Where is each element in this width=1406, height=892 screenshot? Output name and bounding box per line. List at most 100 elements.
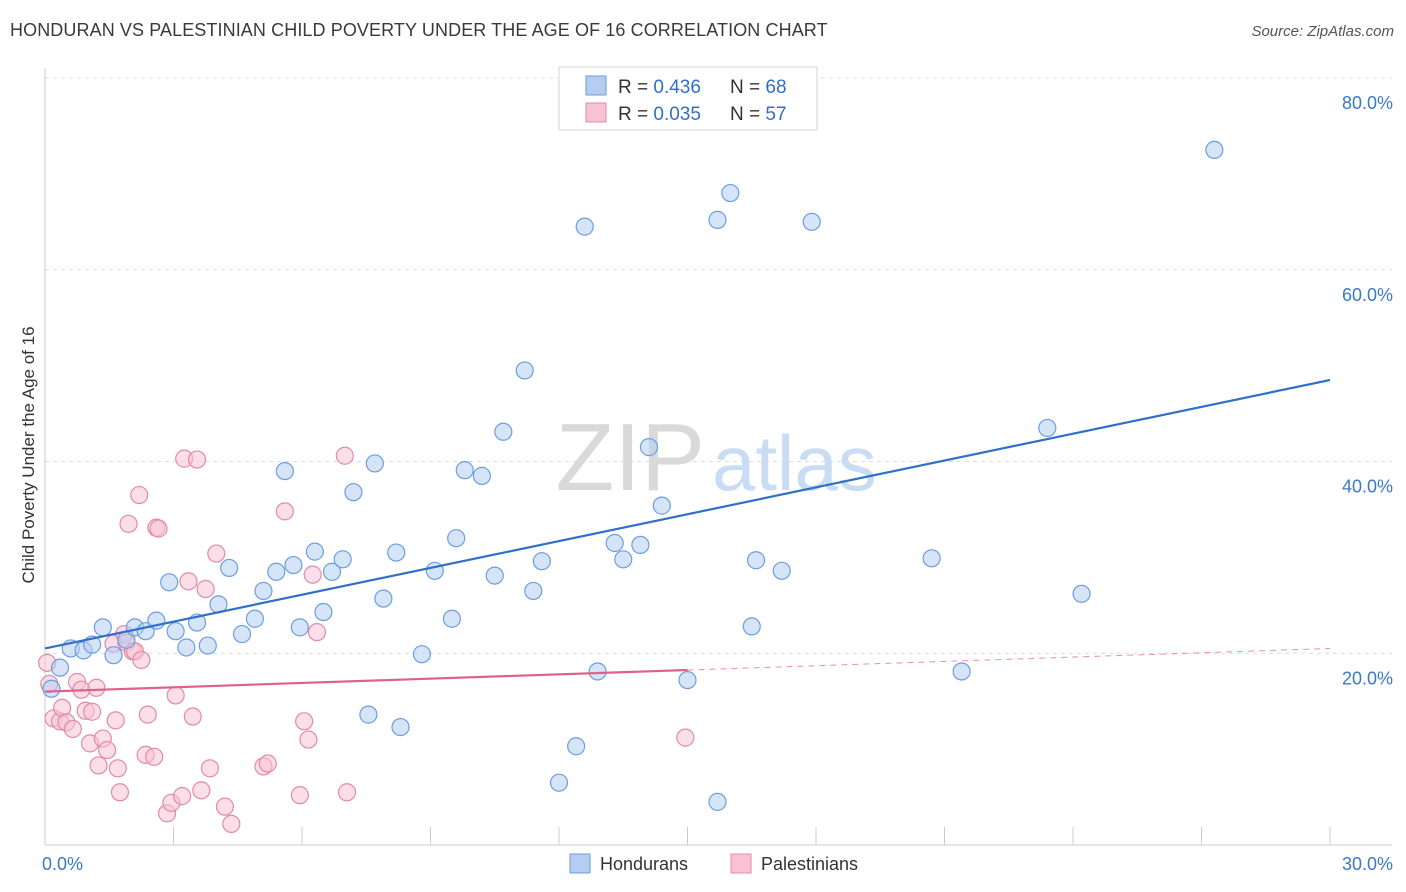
svg-text:N = 68: N = 68 — [730, 77, 787, 98]
hondurans-point-30 — [365, 454, 384, 473]
hondurans-point-25 — [314, 602, 333, 622]
legend-swatch-hondurans — [585, 75, 607, 96]
hondurans-point-37 — [447, 529, 466, 548]
hondurans-point-41 — [494, 422, 513, 441]
hondurans-point-4 — [93, 618, 112, 637]
hondurans-point-17 — [232, 624, 252, 644]
hondurans-point-47 — [575, 217, 594, 236]
hondurans-point-57 — [721, 183, 740, 203]
palestinians-trend-line — [44, 668, 688, 693]
hondurans-point-56 — [708, 792, 727, 811]
hondurans-point-22 — [284, 555, 303, 575]
hondurans-point-19 — [254, 581, 273, 601]
palestinians-point-42 — [207, 544, 226, 563]
y-axis-label: Child Poverty Under the Age of 16 — [19, 326, 38, 583]
legend-n-value-1: 68 — [765, 77, 786, 98]
palestinians-point-12 — [89, 756, 108, 775]
gridlines — [45, 77, 1392, 654]
hondurans-point-49 — [605, 533, 624, 553]
palestinians-point-43 — [215, 797, 234, 816]
hondurans-point-64 — [1038, 418, 1057, 438]
hondurans-point-18 — [245, 609, 264, 628]
hondurans-point-20 — [267, 562, 286, 581]
palestinians-point-52 — [307, 623, 327, 642]
palestinians-point-40 — [196, 579, 215, 599]
hondurans-point-21 — [275, 461, 294, 481]
palestinians-point-14 — [98, 740, 117, 760]
hondurans-point-43 — [524, 581, 543, 601]
legend-r-value-1: 0.436 — [653, 77, 701, 98]
palestinians-point-39 — [192, 781, 211, 800]
hondurans-point-52 — [639, 438, 659, 457]
hondurans-point-38 — [455, 461, 474, 480]
palestinians-point-34 — [172, 787, 192, 806]
svg-text:R = 0.436: R = 0.436 — [618, 77, 701, 98]
hondurans-point-29 — [359, 705, 378, 724]
hondurans-point-36 — [442, 609, 462, 628]
chart-title: HONDURAN VS PALESTINIAN CHILD POVERTY UN… — [10, 20, 828, 40]
chart-source: Source: ZipAtlas.com — [1251, 23, 1394, 40]
palestinians-point-17 — [108, 759, 127, 778]
hondurans-point-27 — [333, 550, 352, 569]
legend-label-hondurans: Hondurans — [600, 854, 688, 874]
x-tick-label-max: 30.0% — [1342, 854, 1393, 874]
hondurans-point-31 — [374, 589, 393, 608]
legend-bottom-swatch-palestinians — [730, 853, 752, 874]
palestinians-point-5 — [63, 719, 82, 739]
palestinians-point-11 — [87, 678, 106, 697]
palestinians-point-51 — [303, 565, 322, 584]
palestinians-point-24 — [130, 485, 149, 505]
hondurans-point-16 — [220, 558, 239, 578]
hondurans-point-12 — [177, 638, 196, 657]
legend-swatch-palestinians — [585, 102, 607, 123]
hondurans-point-63 — [952, 662, 971, 681]
hondurans-point-24 — [305, 542, 324, 561]
palestinians-point-48 — [290, 786, 309, 805]
hondurans-point-55 — [708, 210, 727, 229]
legend-series: Hondurans Palestinians — [569, 853, 858, 874]
hondurans-point-14 — [198, 636, 217, 655]
hondurans-point-42 — [515, 361, 534, 380]
hondurans-point-33 — [391, 717, 410, 737]
y-tick-label-60: 60.0% — [1342, 285, 1393, 305]
legend-r-label-1: R = — [618, 77, 653, 98]
palestinians-point-53 — [335, 446, 354, 465]
hondurans-point-32 — [387, 543, 406, 562]
palestinians-point-33 — [166, 686, 185, 705]
x-tick-labels: 0.0% 30.0% — [42, 854, 1393, 874]
legend-n-label-2: N = — [730, 104, 765, 125]
y-tick-label-40: 40.0% — [1342, 477, 1393, 497]
palestinians-point-44 — [222, 814, 241, 834]
y-tick-label-80: 80.0% — [1342, 93, 1393, 113]
watermark: ZIP atlas — [556, 404, 877, 511]
legend-r-value-2: 0.035 — [653, 104, 701, 125]
legend-label-palestinians: Palestinians — [761, 854, 858, 874]
palestinians-point-36 — [179, 572, 198, 591]
hondurans-point-50 — [614, 550, 633, 569]
hondurans-point-40 — [485, 566, 504, 585]
palestinians-point-30 — [149, 519, 168, 538]
legend-r-label-2: R = — [618, 104, 653, 125]
palestinians-point-49 — [295, 712, 314, 731]
watermark-atlas: atlas — [712, 419, 877, 507]
y-tick-label-20: 20.0% — [1342, 668, 1393, 688]
hondurans-point-58 — [742, 617, 761, 636]
legend-n-value-2: 57 — [765, 104, 786, 125]
palestinians-point-50 — [299, 730, 318, 749]
svg-text:N = 57: N = 57 — [730, 104, 787, 125]
hondurans-point-46 — [567, 737, 586, 756]
palestinians-points — [38, 446, 695, 834]
palestinians-point-21 — [119, 514, 138, 533]
hondurans-point-48 — [588, 662, 607, 681]
hondurans-trend-line — [44, 378, 1331, 650]
palestinians-point-38 — [187, 450, 207, 469]
palestinians-point-25 — [132, 650, 151, 670]
hondurans-point-44 — [532, 552, 551, 571]
hondurans-point-62 — [922, 549, 941, 568]
palestinians-point-27 — [138, 705, 157, 724]
palestinians-point-55 — [676, 728, 695, 747]
legend-bottom-swatch-hondurans — [569, 853, 591, 874]
hondurans-point-60 — [772, 561, 791, 580]
hondurans-point-59 — [746, 551, 766, 570]
